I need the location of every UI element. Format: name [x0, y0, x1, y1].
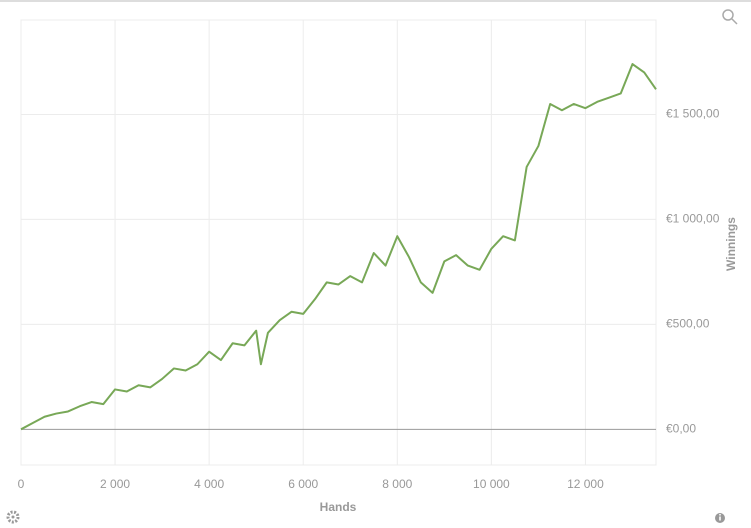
winnings-line [20, 63, 657, 431]
settings-icon[interactable] [6, 510, 20, 524]
x-tick-label: 12 000 [567, 477, 604, 491]
x-tick-label: 4 000 [194, 477, 224, 491]
x-tick-label: 8 000 [382, 477, 412, 491]
x-tick-label: 10 000 [473, 477, 510, 491]
y-tick-label: €1 000,00 [666, 212, 720, 226]
y-axis-label: Winnings [724, 217, 738, 271]
x-axis-label: Hands [320, 500, 357, 514]
plot-area [20, 19, 657, 466]
y-tick-label: €500,00 [666, 317, 710, 331]
x-tick-label: 0 [18, 477, 25, 491]
zoom-icon[interactable] [722, 9, 738, 25]
y-tick-label: €0,00 [666, 421, 696, 435]
y-tick-label: €1 500,00 [666, 107, 720, 121]
x-tick-label: 2 000 [100, 477, 130, 491]
info-icon[interactable] [715, 513, 725, 523]
x-tick-label: 6 000 [288, 477, 318, 491]
